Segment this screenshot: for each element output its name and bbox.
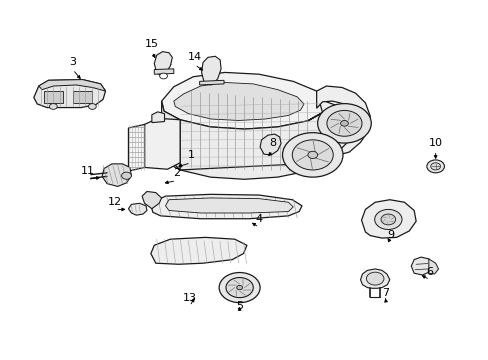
Polygon shape (154, 51, 172, 75)
Circle shape (380, 214, 395, 225)
Circle shape (88, 104, 96, 109)
Text: 5: 5 (236, 301, 243, 311)
Circle shape (292, 140, 332, 170)
Polygon shape (34, 80, 105, 108)
Text: 13: 13 (183, 293, 197, 303)
Polygon shape (161, 101, 180, 170)
Text: 3: 3 (69, 57, 76, 67)
Circle shape (326, 111, 361, 136)
Polygon shape (161, 72, 326, 129)
Polygon shape (410, 257, 431, 275)
Circle shape (340, 121, 347, 126)
Text: 8: 8 (269, 138, 276, 148)
Polygon shape (144, 118, 180, 169)
Polygon shape (199, 80, 224, 85)
Polygon shape (142, 192, 161, 209)
Polygon shape (316, 86, 369, 156)
Polygon shape (39, 80, 105, 91)
Text: 9: 9 (386, 230, 393, 240)
Polygon shape (43, 91, 63, 103)
Text: 11: 11 (81, 166, 94, 176)
Polygon shape (307, 91, 357, 163)
Circle shape (122, 172, 131, 179)
Circle shape (426, 160, 444, 173)
Polygon shape (128, 203, 147, 215)
Circle shape (282, 133, 342, 177)
Circle shape (317, 104, 370, 143)
Polygon shape (173, 82, 304, 121)
Polygon shape (102, 164, 131, 186)
Text: 10: 10 (428, 138, 442, 148)
Text: 12: 12 (108, 197, 122, 207)
Circle shape (49, 104, 57, 109)
Polygon shape (428, 259, 438, 274)
Polygon shape (180, 113, 322, 179)
Polygon shape (361, 200, 415, 238)
Circle shape (219, 273, 260, 303)
Text: 2: 2 (172, 168, 180, 178)
Circle shape (430, 163, 440, 170)
Circle shape (366, 272, 383, 285)
Polygon shape (151, 237, 246, 264)
Polygon shape (165, 198, 293, 213)
Polygon shape (360, 269, 389, 288)
Text: 4: 4 (255, 215, 262, 225)
Circle shape (236, 285, 242, 290)
Circle shape (374, 210, 401, 229)
Circle shape (225, 278, 253, 298)
Text: 14: 14 (187, 51, 202, 62)
Text: 7: 7 (382, 288, 388, 298)
Polygon shape (154, 69, 173, 74)
Text: 6: 6 (426, 267, 432, 277)
Polygon shape (152, 194, 302, 219)
Circle shape (159, 73, 167, 79)
Text: 15: 15 (144, 39, 159, 49)
Polygon shape (73, 91, 92, 103)
Polygon shape (152, 112, 164, 123)
Polygon shape (128, 125, 144, 171)
Polygon shape (260, 134, 281, 155)
Text: 1: 1 (187, 150, 194, 160)
Circle shape (307, 151, 317, 158)
Polygon shape (201, 56, 221, 85)
